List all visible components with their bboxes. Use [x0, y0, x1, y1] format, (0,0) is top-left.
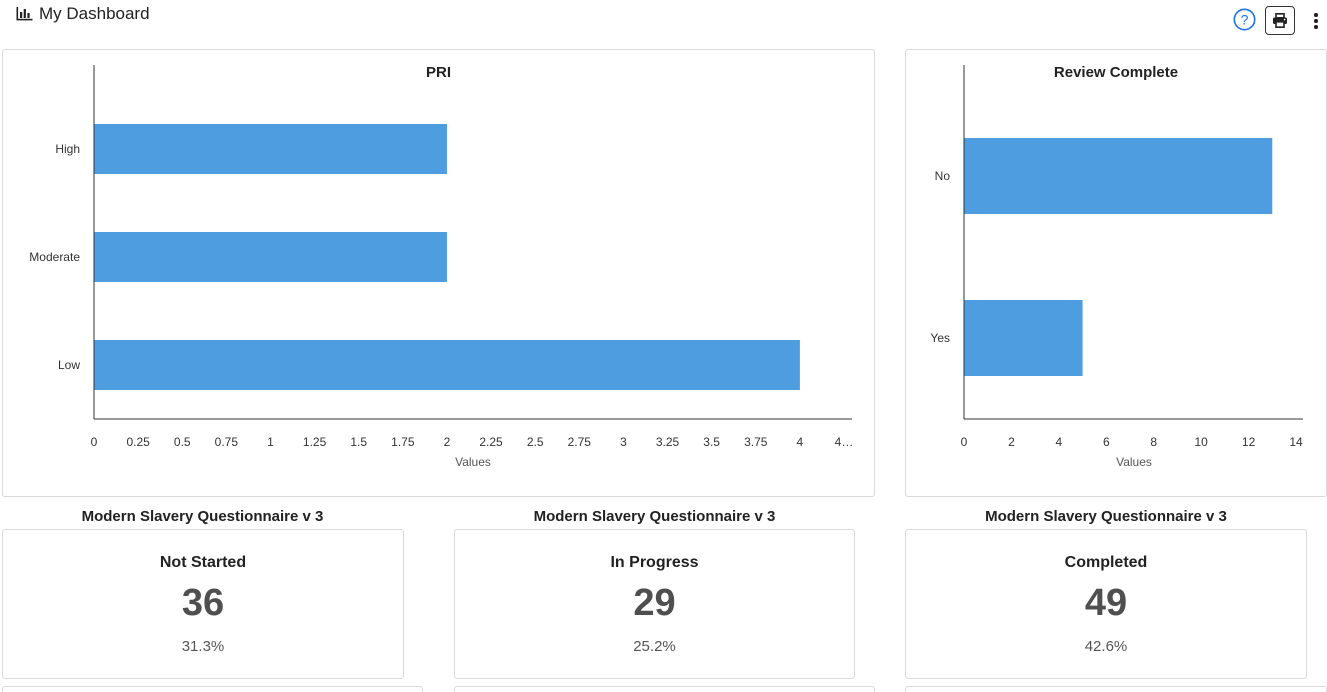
- x-tick-label: 3: [620, 435, 627, 449]
- x-tick-label: 4: [797, 435, 804, 449]
- x-tick-label: 14: [1289, 435, 1303, 449]
- more-vertical-icon-dot: [1314, 19, 1318, 23]
- stat-value: 49: [1084, 582, 1128, 624]
- help-circle-icon: ?: [1233, 8, 1256, 31]
- chart-title: Review Complete: [1053, 64, 1179, 81]
- y-tick-label: High: [55, 142, 80, 156]
- y-tick-label: Yes: [930, 331, 950, 345]
- x-tick-label: 10: [1194, 435, 1208, 449]
- x-tick-label: 0.5: [174, 435, 191, 449]
- next-panel-edge: [905, 686, 1327, 692]
- stat-value: 36: [181, 582, 225, 624]
- pri-bar-chart: High Moderate Low 0 0.25 0.5 0.75 1 1.25 1.5 1.75 2…: [29, 65, 854, 469]
- bar-chart-icon: [16, 7, 33, 21]
- top-bar: My Dashboard ?: [0, 0, 1327, 40]
- x-tick-label: 2.25: [479, 435, 503, 449]
- x-tick-label: 0.25: [126, 435, 150, 449]
- bar: [94, 124, 447, 174]
- stat-percent: 42.6%: [1084, 638, 1128, 655]
- x-tick-label: 1.25: [303, 435, 327, 449]
- more-options-button[interactable]: [1309, 9, 1323, 33]
- x-tick-label: 0: [961, 435, 968, 449]
- review-complete-chart-panel: Review Complete No Yes 0 2 4 6 8 10 12 14 Values: [905, 49, 1327, 497]
- y-tick-label: Moderate: [29, 250, 80, 264]
- bar: [94, 232, 447, 282]
- help-button[interactable]: ?: [1233, 8, 1256, 31]
- stat-value: 29: [633, 582, 676, 624]
- x-tick-label: 1: [267, 435, 274, 449]
- x-axis-label: Values: [455, 455, 491, 469]
- stat-card-in-progress[interactable]: In Progress 29 25.2%: [454, 529, 855, 679]
- svg-text:?: ?: [1241, 12, 1249, 28]
- y-tick-label: No: [935, 169, 951, 183]
- x-tick-label: 4: [1056, 435, 1063, 449]
- bar: [964, 138, 1273, 214]
- x-tick-label: 2.5: [527, 435, 544, 449]
- x-tick-label: 1.75: [391, 435, 415, 449]
- x-tick-label: 0.75: [215, 435, 239, 449]
- printer-icon: [1273, 13, 1287, 28]
- x-tick-label: 3.25: [656, 435, 680, 449]
- y-tick-label: Low: [58, 358, 80, 372]
- stat-percent: 25.2%: [633, 638, 676, 655]
- x-tick-label: 2: [444, 435, 451, 449]
- x-tick-label: 3.75: [744, 435, 768, 449]
- stat-card-completed[interactable]: Completed 49 42.6%: [905, 529, 1307, 679]
- x-tick-label: 3.5: [703, 435, 720, 449]
- stat-card-not-started[interactable]: Not Started 36 31.3%: [2, 529, 404, 679]
- chart-title: PRI: [425, 64, 451, 81]
- x-axis-label: Values: [1116, 455, 1152, 469]
- pri-chart-panel: PRI High Moderate Low 0 0.25 0.5 0.75 1 1.25 1.5 1…: [2, 49, 875, 497]
- x-tick-label: 0: [91, 435, 98, 449]
- x-tick-label: 1.5: [350, 435, 367, 449]
- x-tick-label: 12: [1242, 435, 1256, 449]
- stat-heading: Modern Slavery Questionnaire v 3: [985, 508, 1227, 525]
- bar: [94, 340, 800, 390]
- page-title: My Dashboard: [39, 4, 150, 23]
- x-tick-label: 4…: [835, 435, 854, 449]
- x-tick-label: 6: [1103, 435, 1110, 449]
- stat-label: Completed: [1064, 554, 1148, 571]
- more-vertical-icon-dot: [1314, 25, 1318, 29]
- x-tick-label: 2.75: [568, 435, 592, 449]
- print-button[interactable]: [1265, 6, 1295, 35]
- next-panel-edge: [2, 686, 423, 692]
- x-tick-label: 8: [1150, 435, 1157, 449]
- stat-percent: 31.3%: [181, 638, 225, 655]
- stat-label: In Progress: [610, 554, 699, 571]
- x-tick-label: 2: [1008, 435, 1015, 449]
- title-area: My Dashboard: [16, 4, 150, 24]
- bar: [964, 300, 1083, 376]
- more-vertical-icon-dot: [1314, 13, 1318, 17]
- stat-heading: Modern Slavery Questionnaire v 3: [533, 508, 776, 525]
- stat-label: Not Started: [159, 554, 247, 571]
- review-complete-bar-chart: No Yes 0 2 4 6 8 10 12 14 Values: [930, 65, 1303, 469]
- next-panel-edge: [454, 686, 875, 692]
- stat-heading: Modern Slavery Questionnaire v 3: [81, 508, 324, 525]
